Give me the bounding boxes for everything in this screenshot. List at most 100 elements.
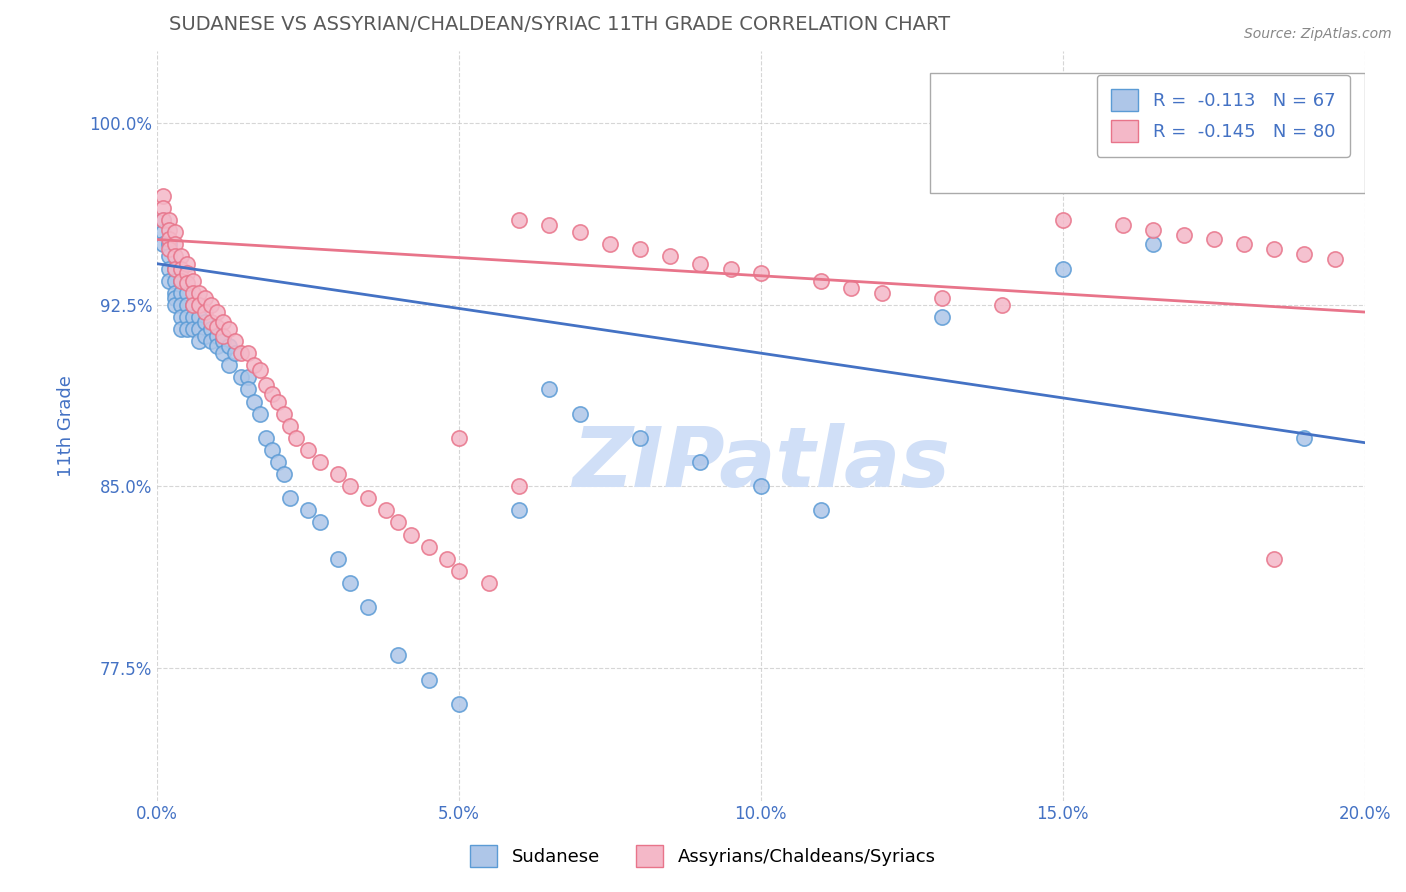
Point [152, 213, 174, 227]
Point [1294, 247, 1316, 261]
Point [278, 418, 301, 433]
Point [1142, 237, 1164, 252]
Point [1263, 242, 1285, 256]
Point [181, 274, 204, 288]
Point [254, 431, 277, 445]
Point [165, 298, 187, 312]
Point [1263, 551, 1285, 566]
Point [1052, 213, 1074, 227]
Point [170, 274, 193, 288]
Point [309, 455, 332, 469]
Point [181, 322, 204, 336]
Point [1202, 232, 1225, 246]
Point [991, 298, 1014, 312]
Point [236, 370, 259, 384]
Point [236, 346, 259, 360]
Point [538, 383, 561, 397]
Point [568, 407, 591, 421]
Point [207, 305, 229, 319]
Point [212, 329, 235, 343]
Point [170, 310, 193, 324]
Point [931, 310, 953, 324]
Point [194, 315, 217, 329]
Point [1052, 261, 1074, 276]
Point [181, 285, 204, 300]
Point [231, 370, 253, 384]
Point [207, 319, 229, 334]
Point [249, 363, 271, 377]
Point [720, 261, 742, 276]
Legend: Sudanese, Assyrians/Chaldeans/Syriacs: Sudanese, Assyrians/Chaldeans/Syriacs [463, 838, 943, 874]
Y-axis label: 11th Grade: 11th Grade [58, 375, 75, 476]
Point [200, 322, 222, 336]
Point [207, 329, 229, 343]
Point [538, 218, 561, 232]
Point [236, 383, 259, 397]
Point [181, 298, 204, 312]
Point [165, 237, 187, 252]
Point [297, 442, 319, 457]
Point [152, 237, 174, 252]
Point [188, 322, 211, 336]
Point [841, 281, 863, 295]
Point [188, 285, 211, 300]
Point [188, 334, 211, 348]
Point [357, 491, 380, 506]
Point [418, 540, 440, 554]
Point [478, 576, 501, 591]
Point [1294, 431, 1316, 445]
Point [181, 310, 204, 324]
Point [157, 237, 180, 252]
Point [181, 298, 204, 312]
Point [273, 407, 295, 421]
FancyBboxPatch shape [929, 73, 1365, 194]
Point [152, 213, 174, 227]
Point [212, 346, 235, 360]
Point [418, 673, 440, 687]
Point [297, 503, 319, 517]
Point [152, 225, 174, 239]
Point [387, 516, 409, 530]
Point [224, 346, 246, 360]
Point [165, 261, 187, 276]
Point [170, 274, 193, 288]
Point [212, 315, 235, 329]
Point [176, 266, 198, 280]
Point [375, 503, 398, 517]
Point [447, 431, 470, 445]
Point [176, 322, 198, 336]
Point [1142, 223, 1164, 237]
Point [157, 261, 180, 276]
Text: SUDANESE VS ASSYRIAN/CHALDEAN/SYRIAC 11TH GRADE CORRELATION CHART: SUDANESE VS ASSYRIAN/CHALDEAN/SYRIAC 11T… [169, 15, 950, 34]
Point [568, 225, 591, 239]
Text: Source: ZipAtlas.com: Source: ZipAtlas.com [1244, 27, 1392, 41]
Point [260, 387, 283, 401]
Point [218, 358, 240, 372]
Point [749, 266, 772, 280]
Point [628, 431, 651, 445]
Point [224, 334, 246, 348]
Point [176, 257, 198, 271]
Point [188, 310, 211, 324]
Point [200, 315, 222, 329]
Point [194, 305, 217, 319]
Point [157, 223, 180, 237]
Point [165, 274, 187, 288]
Point [176, 298, 198, 312]
Point [1173, 227, 1195, 242]
Point [1323, 252, 1346, 266]
Point [165, 225, 187, 239]
Point [339, 576, 361, 591]
Point [231, 346, 253, 360]
Point [170, 285, 193, 300]
Point [176, 276, 198, 290]
Point [508, 479, 530, 493]
Point [200, 334, 222, 348]
Point [267, 455, 290, 469]
Point [273, 467, 295, 482]
Point [165, 249, 187, 263]
Point [508, 213, 530, 227]
Point [176, 285, 198, 300]
Point [157, 232, 180, 246]
Point [267, 394, 290, 409]
